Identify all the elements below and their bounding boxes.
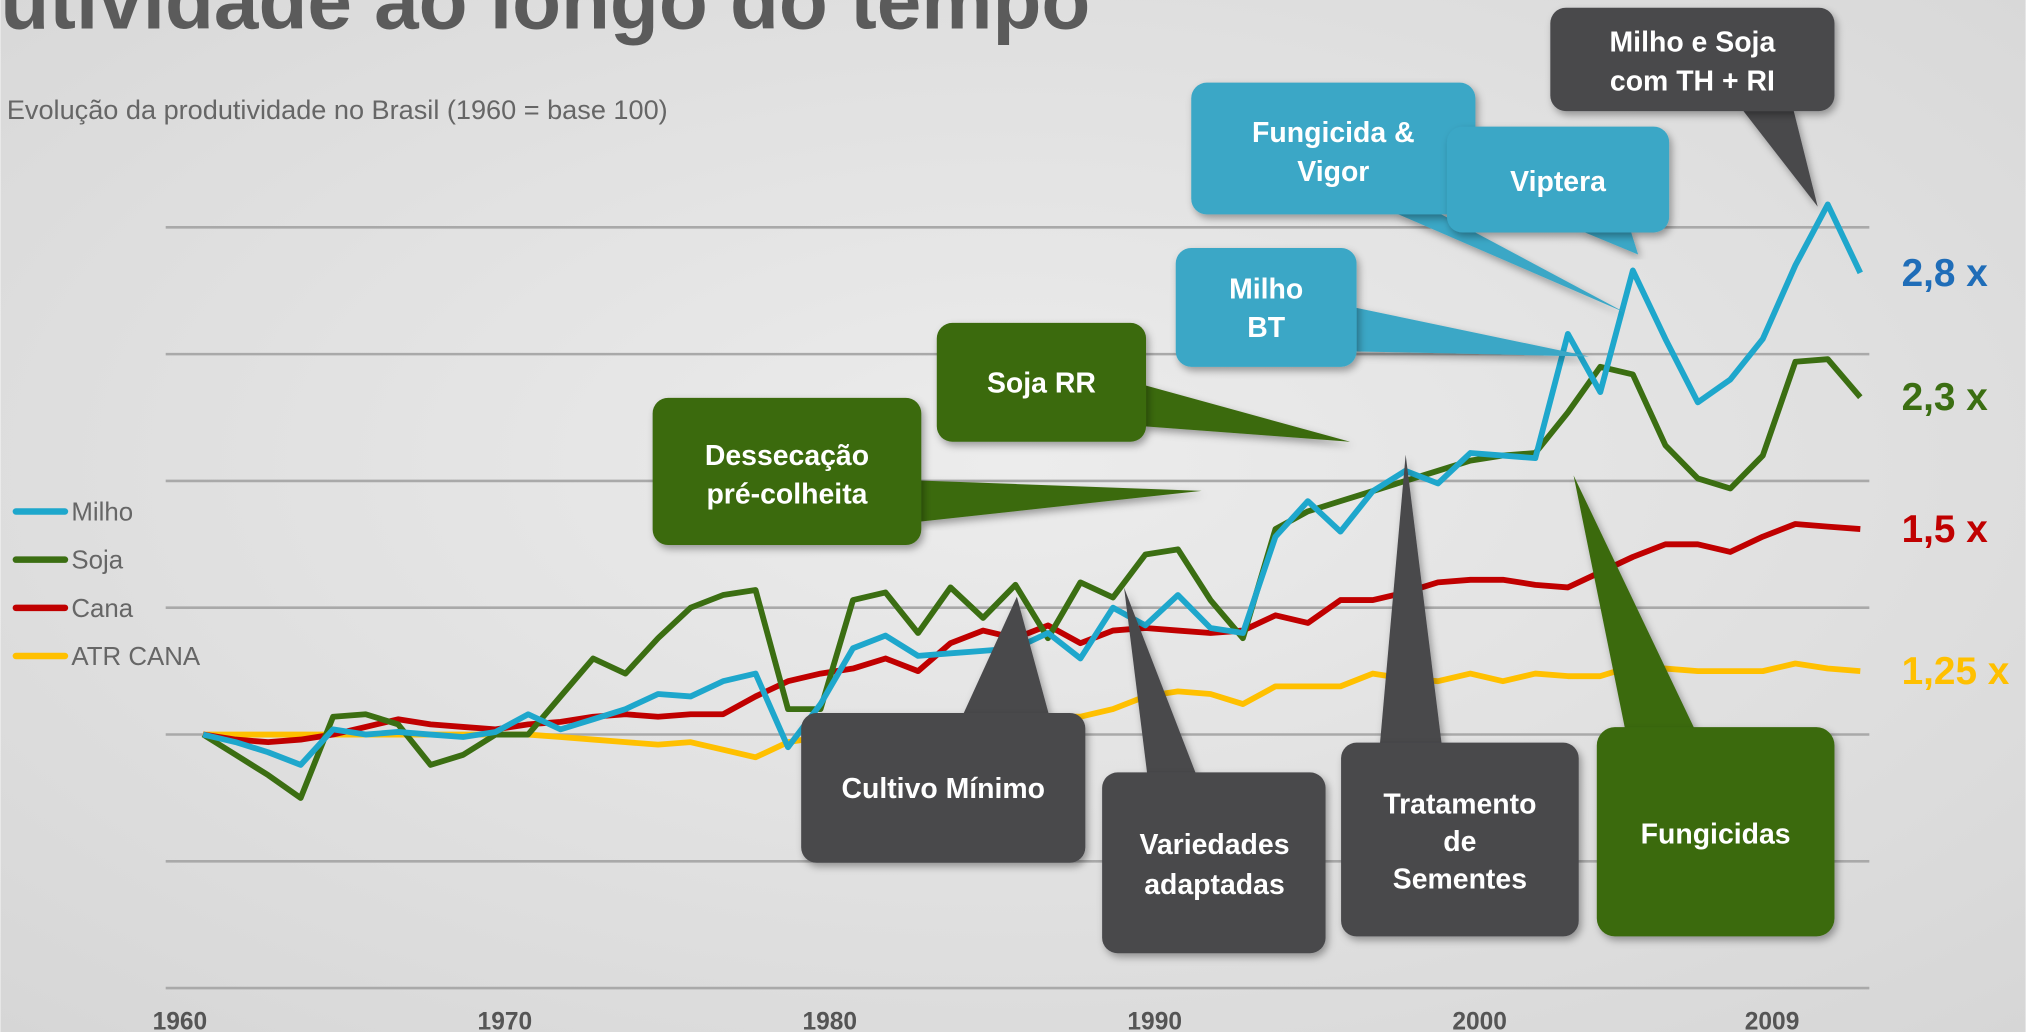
legend-label: Milho bbox=[71, 499, 133, 527]
end-label: 1,5 x bbox=[1902, 508, 1989, 551]
callout-text: Milho bbox=[1229, 273, 1303, 305]
callout-text: Fungicida & bbox=[1252, 117, 1415, 149]
callouts: Milho e Soja com TH + RI Fungicida & Vig… bbox=[652, 7, 1835, 954]
legend-label: Cana bbox=[71, 595, 133, 623]
callout-text: com TH + RI bbox=[1610, 65, 1775, 97]
callout-text: Sementes bbox=[1393, 864, 1527, 896]
chart-title: utividade ao longo do tempo bbox=[0, 0, 1090, 45]
series-line bbox=[201, 356, 1863, 801]
callout-text: Cultivo Mínimo bbox=[841, 773, 1045, 805]
callout-text: pré-colheita bbox=[706, 479, 867, 511]
callout: Soja RR bbox=[936, 322, 1351, 442]
x-tick-label: 2000 bbox=[1452, 1008, 1507, 1032]
callout-text: Viptera bbox=[1510, 166, 1606, 198]
end-label: 2,3 x bbox=[1902, 376, 1989, 419]
x-tick-label: 1980 bbox=[802, 1008, 857, 1032]
series-line bbox=[202, 201, 1863, 768]
x-tick-label: 1990 bbox=[1127, 1008, 1182, 1032]
callout-text: Soja RR bbox=[987, 368, 1096, 400]
callout-text: Dessecação bbox=[705, 440, 869, 472]
callout-text: Variedades bbox=[1139, 829, 1289, 861]
callout-text: Tratamento bbox=[1383, 789, 1536, 821]
x-tick-label: 1960 bbox=[153, 1008, 208, 1032]
legend-label: Soja bbox=[71, 547, 123, 575]
chart-subtitle: Evolução da produtividade no Brasil (196… bbox=[7, 94, 668, 125]
end-label: 1,25 x bbox=[1902, 650, 2010, 693]
callout: Milho e Soja com TH + RI bbox=[1550, 7, 1835, 207]
callout-text: Vigor bbox=[1297, 156, 1369, 188]
callout: Milho BT bbox=[1175, 247, 1590, 367]
end-label: 2,8 x bbox=[1902, 252, 1989, 295]
callout: Viptera bbox=[1446, 126, 1670, 255]
series-line bbox=[202, 521, 1861, 746]
callout-text: Milho e Soja bbox=[1610, 27, 1776, 59]
callout: Fungicidas bbox=[1573, 475, 1835, 937]
callout: Tratamento de Sementes bbox=[1341, 454, 1579, 937]
callout-text: BT bbox=[1247, 312, 1286, 344]
legend-label: ATR CANA bbox=[71, 643, 200, 671]
callout-text: de bbox=[1443, 826, 1476, 858]
labels: 1960 1970 1980 1990 2000 2009 Milho 2,8 x Soja 2,… bbox=[12, 252, 2010, 1032]
callout-text: adaptadas bbox=[1144, 869, 1285, 901]
callout-text: Fungicidas bbox=[1641, 818, 1791, 850]
x-tick-label: 2009 bbox=[1745, 1008, 1800, 1032]
callout: Cultivo Mínimo bbox=[801, 596, 1086, 863]
callout: Dessecação pré-colheita bbox=[652, 397, 1202, 546]
x-tick-label: 1970 bbox=[478, 1008, 533, 1032]
callout: Fungicida & Vigor bbox=[1191, 82, 1626, 313]
